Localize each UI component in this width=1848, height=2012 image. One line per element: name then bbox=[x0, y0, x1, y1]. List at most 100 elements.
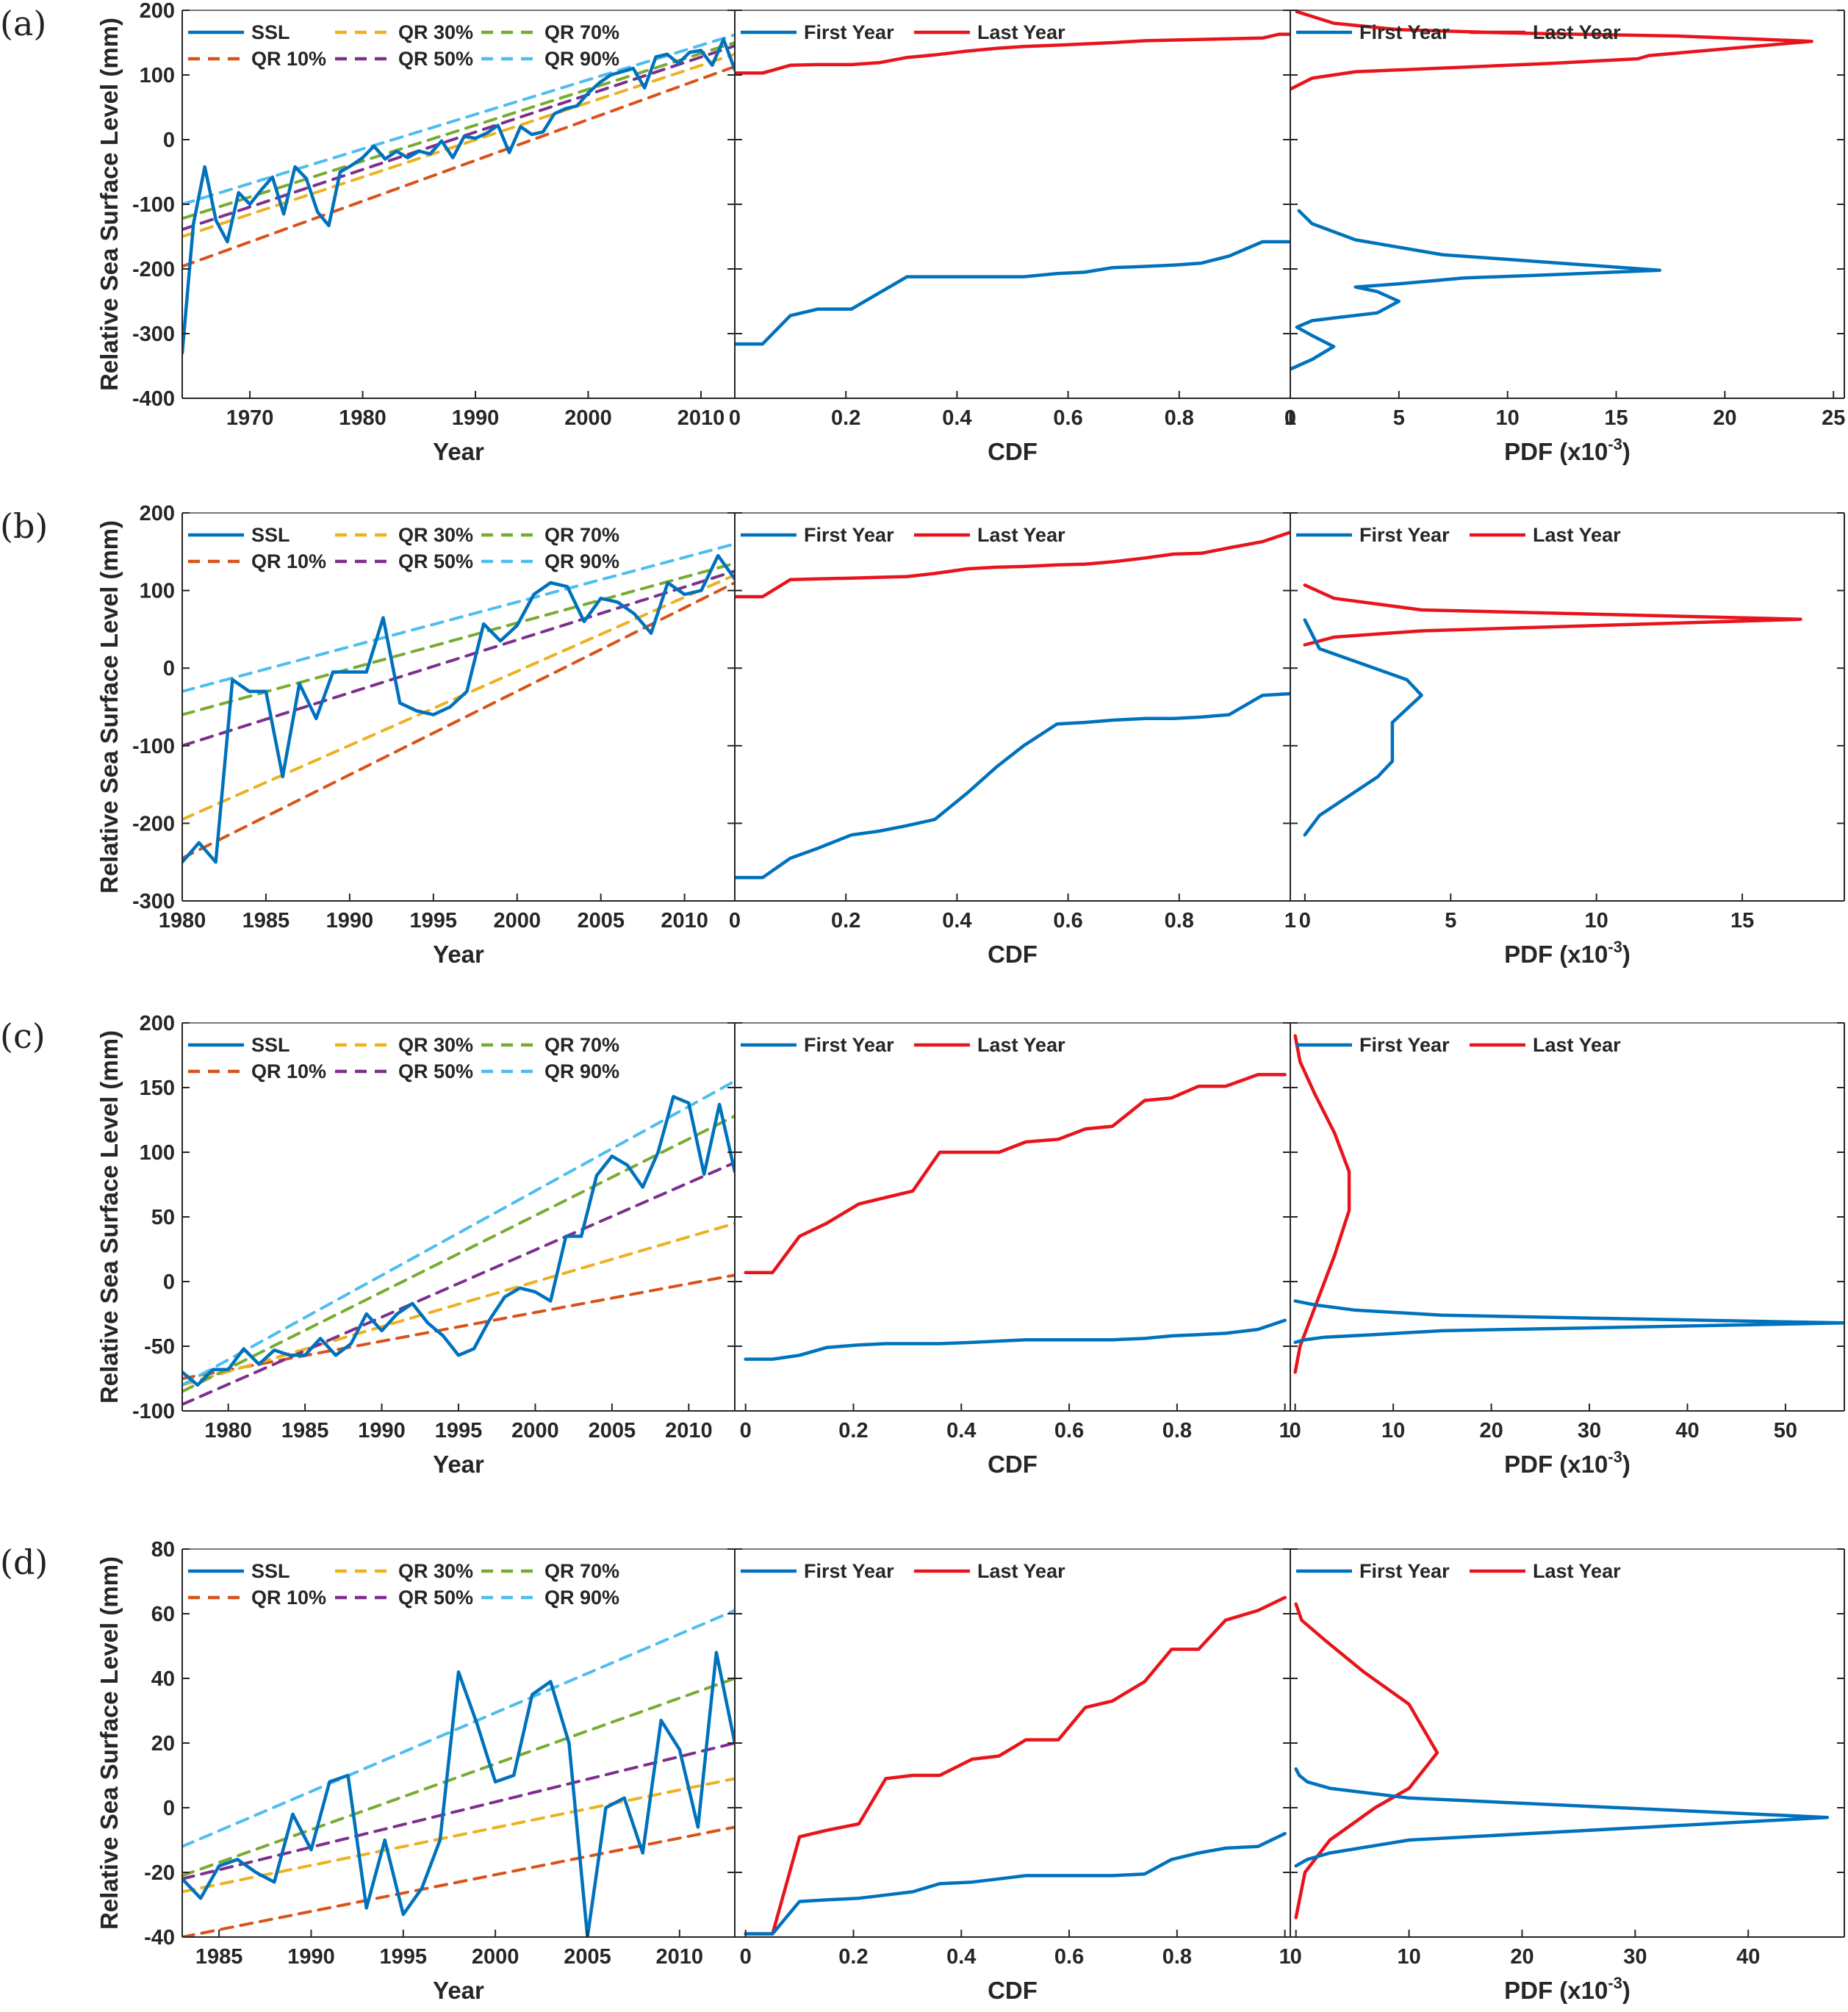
legend-label: First Year bbox=[1359, 21, 1450, 43]
legend-label: Last Year bbox=[1533, 524, 1621, 546]
qr-10-line bbox=[182, 581, 735, 860]
legend: SSL QR 10% QR 30% QR 50% QR 70% QR 90% bbox=[188, 21, 619, 70]
x-axis-label-text: PDF (x10 bbox=[1504, 1451, 1608, 1478]
ts-plot-area bbox=[182, 1609, 735, 1937]
ts-subplot: 1980 1985 1990 1995 2000 2005 2010 Year SSL QR 10… bbox=[159, 512, 736, 968]
x-axis-label: Year bbox=[433, 1977, 484, 2004]
y-tick-label: -300 bbox=[132, 890, 175, 913]
x-axis-label-text: PDF (x10 bbox=[1504, 438, 1608, 465]
legend-label: QR 90% bbox=[544, 1587, 619, 1609]
legend-label: QR 90% bbox=[544, 1060, 619, 1082]
x-tick-label: 1990 bbox=[287, 1945, 335, 1969]
x-tick-label: 15 bbox=[1730, 909, 1754, 933]
first-year-line bbox=[735, 691, 1290, 880]
qr-50-line bbox=[182, 1742, 735, 1880]
x-tick-label: 0.6 bbox=[1053, 406, 1082, 430]
x-tick-label: 1 bbox=[1284, 406, 1296, 430]
x-tick-label: 2005 bbox=[564, 1945, 611, 1969]
x-tick-label: 2000 bbox=[472, 1945, 519, 1969]
legend-label: Last Year bbox=[1533, 21, 1621, 43]
panel-label: (d) bbox=[0, 1542, 48, 1582]
cdf-plot-area bbox=[744, 1595, 1287, 1936]
x-tick-label: 2005 bbox=[589, 1419, 636, 1442]
ts-subplot: 1980 1985 1990 1995 2000 2005 2010 Year SSL QR 10… bbox=[181, 1022, 736, 1478]
ts-plot-area bbox=[182, 33, 735, 355]
x-axis-label-superscript: -3 bbox=[1608, 1974, 1622, 1992]
x-axis-label: Year bbox=[433, 1451, 484, 1478]
qr-10-line bbox=[182, 65, 735, 268]
pdf-subplot: 0 5 10 15 20 25 PDF (x10-3) First Year Last Year bbox=[1284, 10, 1845, 465]
x-tick-label: 5 bbox=[1445, 909, 1456, 933]
legend: First Year Last Year bbox=[741, 524, 1065, 546]
x-tick-label: 1980 bbox=[339, 406, 387, 430]
y-tick-label: 80 bbox=[151, 1538, 175, 1562]
pdf-plot-area bbox=[1294, 1602, 1830, 1919]
x-tick-label: 1985 bbox=[281, 1419, 329, 1442]
cdf-subplot: 0 0.2 0.4 0.6 0.8 1 CDF First Year Last Year bbox=[729, 10, 1296, 465]
qr-50-line bbox=[182, 570, 735, 747]
legend: First Year Last Year bbox=[741, 21, 1065, 43]
x-tick-label: 0.8 bbox=[1162, 1419, 1192, 1442]
x-tick-label: 2010 bbox=[677, 406, 725, 430]
x-tick-label: 0 bbox=[1290, 1945, 1302, 1969]
first-year-line bbox=[1303, 618, 1423, 837]
legend-label: Last Year bbox=[977, 524, 1065, 546]
legend-label: QR 10% bbox=[251, 1060, 326, 1082]
x-tick-label: 25 bbox=[1822, 406, 1845, 430]
x-tick-label: 0 bbox=[1299, 909, 1311, 933]
panel-c: (c) Relative Sea Surface Level (mm) -100 -5… bbox=[0, 1012, 1845, 1478]
legend-label: First Year bbox=[804, 21, 894, 43]
y-tick-label: 200 bbox=[140, 1012, 175, 1035]
y-tick-label: -400 bbox=[132, 387, 175, 411]
x-tick-label: 2010 bbox=[665, 1419, 713, 1442]
y-tick-label: 150 bbox=[140, 1077, 175, 1100]
y-tick-label: 100 bbox=[140, 580, 175, 603]
y-tick-label: 0 bbox=[163, 1797, 175, 1820]
y-tick-label: -200 bbox=[132, 258, 175, 281]
last-year-line bbox=[744, 1595, 1287, 1936]
x-axis-label-superscript: -3 bbox=[1608, 1448, 1622, 1466]
y-tick-label: 60 bbox=[151, 1603, 175, 1626]
panel-label: (c) bbox=[0, 1016, 46, 1056]
x-tick-label: 0.2 bbox=[831, 909, 860, 933]
qr-50-line bbox=[182, 44, 735, 231]
ssl-series-line bbox=[182, 1095, 735, 1387]
qr-90-line bbox=[182, 1609, 735, 1848]
y-axis-label: Relative Sea Surface Level (mm) bbox=[96, 1030, 123, 1404]
last-year-line bbox=[735, 32, 1290, 75]
y-tick-label: 0 bbox=[163, 129, 175, 152]
y-tick-label: 100 bbox=[140, 1141, 175, 1165]
x-axis-label: Year bbox=[433, 941, 484, 968]
legend-label: Last Year bbox=[977, 21, 1065, 43]
y-tick-label: 100 bbox=[140, 64, 175, 87]
legend: First Year Last Year bbox=[1296, 1034, 1621, 1056]
y-tick-label: -50 bbox=[144, 1335, 175, 1359]
x-tick-label: 2000 bbox=[511, 1419, 559, 1442]
first-year-line bbox=[735, 240, 1290, 346]
x-axis-label-close: ) bbox=[1622, 438, 1631, 465]
y-tick-label: 20 bbox=[151, 1732, 175, 1756]
ts-plot-area bbox=[182, 1079, 735, 1406]
cdf-plot-area bbox=[744, 1073, 1287, 1361]
x-tick-label: 1980 bbox=[159, 909, 206, 933]
x-tick-label: 0.8 bbox=[1165, 909, 1194, 933]
panel-a: (a) Relative Sea Surface Level (mm) -400 -3… bbox=[0, 0, 1845, 465]
x-tick-label: 5 bbox=[1393, 406, 1405, 430]
first-year-line bbox=[744, 1318, 1287, 1361]
legend: SSL QR 10% QR 30% QR 50% QR 70% QR 90% bbox=[188, 1560, 619, 1609]
x-tick-label: 1990 bbox=[358, 1419, 406, 1442]
x-tick-label: 1985 bbox=[195, 1945, 243, 1969]
x-tick-label: 10 bbox=[1397, 1945, 1420, 1969]
legend-label: SSL bbox=[251, 1560, 290, 1582]
legend: SSL QR 10% QR 30% QR 50% QR 70% QR 90% bbox=[188, 1034, 619, 1082]
x-axis-label: PDF (x10-3) bbox=[1504, 435, 1631, 465]
x-tick-label: 20 bbox=[1479, 1419, 1503, 1442]
legend-label: QR 70% bbox=[544, 1560, 619, 1582]
pdf-plot-area bbox=[1293, 1034, 1844, 1374]
legend-label: QR 10% bbox=[251, 48, 326, 70]
legend-label: QR 30% bbox=[398, 1034, 473, 1056]
legend-label: SSL bbox=[251, 1034, 290, 1056]
legend-label: First Year bbox=[804, 1034, 894, 1056]
legend: First Year Last Year bbox=[741, 1034, 1065, 1056]
y-tick-label: -300 bbox=[132, 323, 175, 346]
